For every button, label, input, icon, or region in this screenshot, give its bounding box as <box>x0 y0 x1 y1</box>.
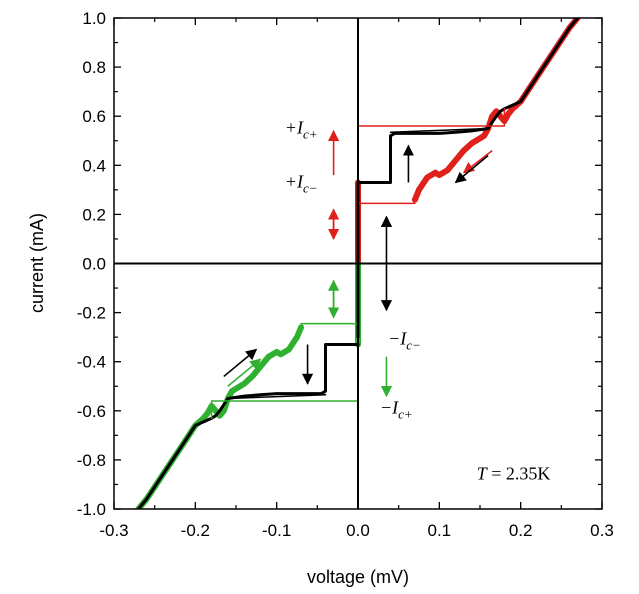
current-label-sub: c− <box>406 338 421 353</box>
axis-layer: -0.3 -0.2 -0.1 0.0 0.1 0.2 0.3 -1.0 -0.8 -0.6 -0.4… <box>77 9 614 540</box>
x-tick-label: -0.1 <box>262 521 291 540</box>
current-label-main: −I <box>388 329 407 349</box>
x-tick-label: 0.0 <box>346 521 370 540</box>
current-label-sub: c+ <box>303 126 318 141</box>
y-tick-label: -0.6 <box>77 402 106 421</box>
current-label-main: +I <box>285 171 304 191</box>
y-tick-label: -0.2 <box>77 304 106 323</box>
y-tick-label: -0.4 <box>77 353 106 372</box>
series-line-6 <box>136 343 360 509</box>
x-tick-label: -0.2 <box>181 521 210 540</box>
y-tick-label: 0.0 <box>82 255 106 274</box>
current-label-0: +Ic+ <box>285 117 318 141</box>
annotation-layer: +Ic++Ic−−Ic−−Ic+T = 2.35K <box>285 117 551 483</box>
current-label-2: −Ic− <box>388 329 421 353</box>
x-tick-label: 0.2 <box>509 521 533 540</box>
y-axis-title: current (mA) <box>27 213 47 313</box>
y-tick-label: 0.6 <box>82 107 106 126</box>
series-line-11 <box>389 127 489 133</box>
direction-arrow-14 <box>227 358 262 387</box>
series-line-5 <box>356 18 580 184</box>
x-tick-label: 0.1 <box>428 521 452 540</box>
arrow-layer <box>223 129 493 398</box>
series-line-2 <box>135 324 305 509</box>
direction-arrow-4 <box>454 154 489 184</box>
series-line-12 <box>227 394 327 400</box>
y-tick-label: 1.0 <box>82 9 106 28</box>
current-label-sub: c+ <box>398 406 413 421</box>
current-label-main: −I <box>380 397 399 417</box>
x-tick-label: -0.3 <box>99 521 128 540</box>
y-tick-label: -1.0 <box>77 500 106 519</box>
y-tick-label: 0.4 <box>82 156 106 175</box>
x-axis-title: voltage (mV) <box>307 567 409 587</box>
current-label-main: +I <box>285 117 304 137</box>
temperature-label: T = 2.35K <box>477 464 551 484</box>
series-line-0 <box>411 18 581 203</box>
y-tick-label: 0.8 <box>82 58 106 77</box>
current-label-3: −Ic+ <box>380 397 413 421</box>
temperature-value: = 2.35K <box>487 464 551 484</box>
temperature-symbol: T <box>477 464 489 484</box>
current-label-1: +Ic− <box>285 171 318 195</box>
y-tick-label: 0.2 <box>82 205 106 224</box>
direction-arrow-3 <box>462 149 493 174</box>
current-label-sub: c− <box>303 180 318 195</box>
series-line-7 <box>357 108 506 184</box>
y-tick-label: -0.8 <box>77 451 106 470</box>
direction-arrow-13 <box>223 348 258 378</box>
x-tick-label: 0.3 <box>590 521 614 540</box>
